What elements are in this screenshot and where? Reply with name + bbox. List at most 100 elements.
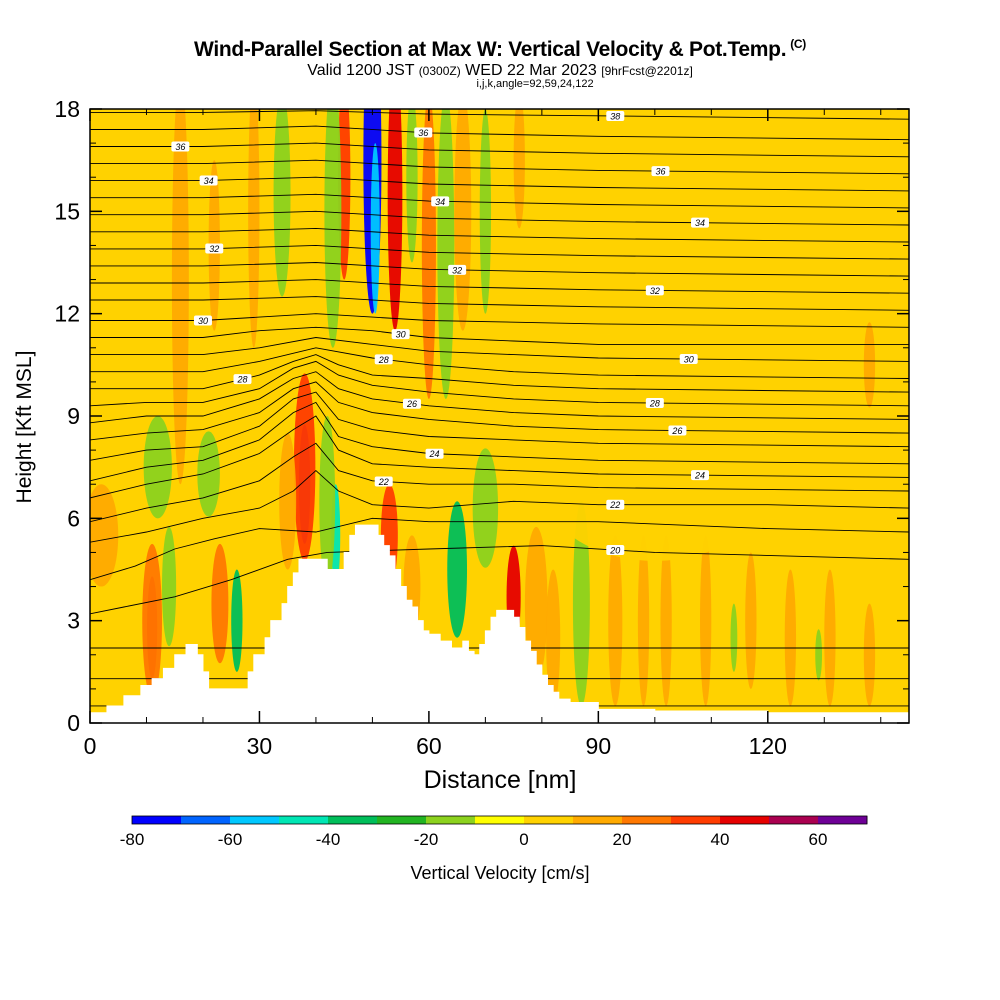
colorbar-swatch: [524, 816, 574, 824]
theta-contour: [90, 415, 909, 499]
contour-label-bg: [233, 374, 252, 385]
velocity-cell: [479, 109, 492, 314]
chart-title: Wind-Parallel Section at Max W: Vertical…: [0, 37, 1000, 62]
theta-contour: [90, 469, 909, 543]
velocity-cell: [472, 448, 499, 568]
colorbar-swatch: [377, 816, 427, 824]
valid-time: Valid 1200 JST: [307, 62, 415, 79]
chart-indices: i,j,k,angle=92,59,24,122: [0, 78, 1000, 90]
x-tick-label: 90: [586, 733, 612, 759]
x-tick-label: 60: [416, 733, 442, 759]
colorbar-swatch: [622, 816, 672, 824]
theta-contour: [90, 545, 909, 615]
velocity-cell: [660, 535, 672, 706]
contour-label: 30: [684, 355, 694, 365]
theta-contour: [90, 210, 909, 226]
velocity-cell: [293, 373, 316, 561]
contour-label: 28: [378, 355, 389, 365]
colorbar-tick-label: -40: [316, 830, 341, 849]
colorbar: -80 -60 -40 -20 0 20 40 60: [120, 815, 868, 849]
colorbar-swatch: [328, 816, 378, 824]
colorbar-swatch: [132, 816, 182, 824]
theta-contour: [90, 193, 909, 209]
contour-label: 20: [609, 546, 620, 556]
x-axis-label: Distance [nm]: [423, 766, 577, 794]
velocity-cell: [513, 109, 525, 229]
velocity-cell: [248, 109, 260, 348]
contour-label-bg: [691, 217, 710, 228]
contour-label-bg: [199, 175, 218, 186]
x-tick-label: 120: [749, 733, 787, 759]
colorbar-swatch: [573, 816, 623, 824]
velocity-cell: [683, 279, 797, 382]
contour-label-bg: [374, 354, 393, 365]
velocity-cell: [406, 109, 418, 263]
theta-contour: [90, 159, 909, 175]
velocity-cell: [546, 569, 561, 706]
contour-label: 30: [198, 316, 208, 326]
contour-label-bg: [391, 329, 410, 340]
contour-label-bg: [448, 264, 467, 275]
contour-label-bg: [645, 397, 664, 408]
velocity-cell: [824, 569, 836, 706]
velocity-cell: [745, 552, 757, 689]
velocity-cell: [608, 535, 623, 706]
velocity-cell: [231, 569, 243, 672]
velocity-cell: [421, 109, 436, 399]
contour-label-bg: [205, 243, 224, 254]
theta-contour: [90, 313, 909, 328]
terrain-mask: [90, 524, 909, 723]
theta-contour: [90, 442, 909, 523]
colorbar-swatch: [720, 816, 770, 824]
contour-label: 28: [236, 375, 247, 385]
contour-label: 32: [209, 244, 219, 254]
velocity-field: [90, 109, 876, 706]
theta-contour: [90, 347, 909, 379]
colorbar-swatch: [230, 816, 280, 824]
colorbar-tick-label: -60: [218, 830, 243, 849]
colorbar-tick-label: -80: [120, 830, 145, 849]
y-tick-label: 6: [67, 505, 80, 531]
chart-subtitle: Valid 1200 JST (0300Z) WED 22 Mar 2023 […: [0, 62, 1000, 80]
y-axis-label: Height [Kft MSL]: [13, 350, 36, 504]
velocity-cell: [142, 543, 163, 698]
contour-label: 36: [418, 128, 428, 138]
velocity-cell: [319, 416, 336, 587]
x-tick-label: 30: [247, 733, 273, 759]
colorbar-swatch: [818, 816, 868, 824]
contour-label-bg: [402, 398, 421, 409]
y-tick-label: 0: [67, 710, 80, 736]
contour-label-bg: [414, 127, 433, 138]
contour-label: 24: [694, 471, 705, 481]
title-main: Wind-Parallel Section at Max W: Vertical…: [194, 38, 787, 61]
title-mark: (C): [790, 37, 806, 51]
velocity-cell: [90, 484, 119, 587]
velocity-cell: [637, 535, 650, 706]
colorbar-swatch: [426, 816, 476, 824]
y-tick-label: 12: [54, 301, 80, 327]
theta-contour: [90, 391, 909, 461]
valid-utc: (0300Z): [418, 64, 461, 78]
colorbar-swatch: [769, 816, 819, 824]
y-tick-label: 3: [67, 608, 80, 634]
contour-label-bg: [645, 285, 664, 296]
colorbar-label: Vertical Velocity [cm/s]: [410, 863, 590, 883]
theta-contour: [90, 227, 909, 243]
contour-label-bg: [606, 111, 625, 122]
velocity-cell: [784, 569, 797, 706]
terrain: [90, 524, 909, 723]
y-tick-label: 15: [54, 198, 80, 224]
contour-label: 34: [695, 218, 705, 228]
velocity-cell: [815, 629, 823, 681]
contour-label-bg: [606, 545, 625, 556]
theta-contour: [90, 354, 909, 393]
contour-label: 34: [435, 197, 445, 207]
theta-contour: [90, 337, 909, 362]
theta-contour: [90, 326, 909, 345]
contour-label: 32: [452, 265, 462, 275]
colorbar-swatch: [181, 816, 231, 824]
contour-label-bg: [668, 425, 687, 436]
velocity-cell: [273, 109, 291, 297]
velocity-cell: [279, 433, 297, 570]
